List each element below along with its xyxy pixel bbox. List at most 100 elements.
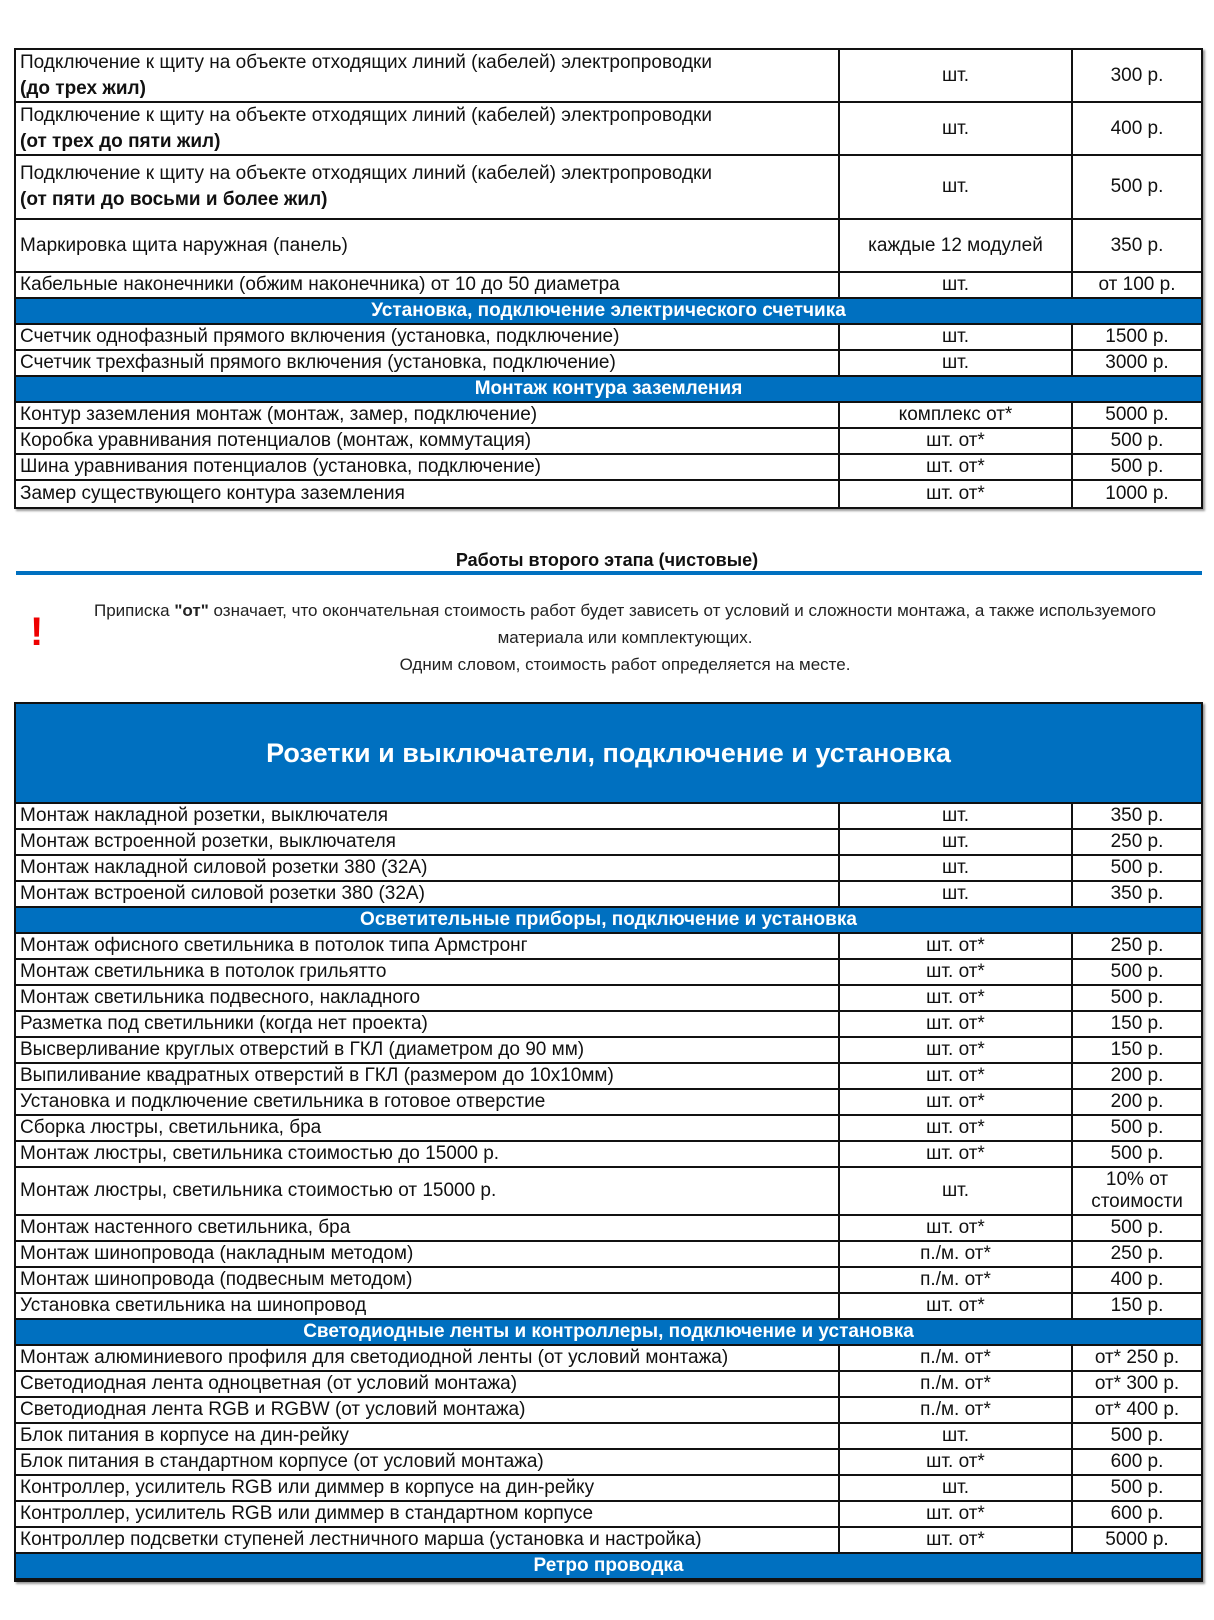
unit-cell: шт.	[840, 1424, 1073, 1448]
price-text: 10% от	[1105, 1169, 1169, 1190]
service-cell: Установка и подключение светильника в го…	[16, 1090, 840, 1114]
service-cell: Светодиодная лента одноцветная (от услов…	[16, 1372, 840, 1396]
service-text: Подключение к щиту на объекте отходящих …	[20, 104, 712, 126]
unit-cell: шт. от*	[840, 1012, 1073, 1036]
unit-cell: шт. от*	[840, 1294, 1073, 1318]
price-cell: 500 р.	[1110, 456, 1164, 477]
table-row: Контроллер подсветки ступеней лестничног…	[16, 1528, 1201, 1554]
table-row: Монтаж настенного светильника, бра шт. от…	[16, 1216, 1201, 1242]
service-text: Контроллер, усилитель RGB или диммер в с…	[20, 1503, 594, 1524]
section-header: Установка, подключение электрического сч…	[16, 299, 1201, 325]
price-cell: 400 р.	[1110, 1269, 1164, 1290]
service-cell: Маркировка щита наружная (панель)	[16, 220, 840, 271]
service-cell: Подключение к щиту на объекте отходящих …	[16, 156, 840, 218]
price-cell: от 100 р.	[1098, 274, 1176, 295]
unit-cell: шт. от*	[840, 429, 1073, 453]
service-cell: Монтаж накладной силовой розетки 380 (32…	[16, 856, 840, 880]
price-cell: 500 р.	[1110, 857, 1164, 878]
table-row: Разметка под светильники (когда нет прое…	[16, 1012, 1201, 1038]
table-row: Монтаж люстры, светильника стоимостью до…	[16, 1142, 1201, 1168]
service-text: Монтаж светильника в потолок грильятто	[20, 961, 387, 982]
service-text: Маркировка щита наружная (панель)	[20, 234, 348, 256]
price-cell: 150 р.	[1110, 1013, 1164, 1034]
table-row: Выпиливание квадратных отверстий в ГКЛ (…	[16, 1064, 1201, 1090]
price-cell: 500 р.	[1110, 430, 1164, 451]
price-text: стоимости	[1091, 1191, 1183, 1212]
unit-cell: шт.	[840, 351, 1073, 375]
service-cell: Контроллер подсветки ступеней лестничног…	[16, 1528, 840, 1552]
unit-cell: шт.	[840, 325, 1073, 349]
table-row: Светодиодная лента RGB и RGBW (от услови…	[16, 1398, 1201, 1424]
unit-cell: шт.	[840, 830, 1073, 854]
price-cell: 250 р.	[1110, 1243, 1164, 1264]
service-cell: Контроллер, усилитель RGB или диммер в с…	[16, 1502, 840, 1526]
service-text: Счетчик однофазный прямого включения (ус…	[20, 326, 620, 347]
service-text: Монтаж офисного светильника в потолок ти…	[20, 935, 528, 956]
table-row: Блок питания в стандартном корпусе (от у…	[16, 1450, 1201, 1476]
unit-cell: п./м. от*	[840, 1268, 1073, 1292]
price-cell: 1000 р.	[1105, 483, 1169, 504]
table-row: Монтаж светильника в потолок грильятто шт…	[16, 960, 1201, 986]
table-row: Монтаж светильника подвесного, накладног…	[16, 986, 1201, 1012]
service-text: Высверливание круглых отверстий в ГКЛ (д…	[20, 1039, 585, 1060]
price-cell: от* 300 р.	[1094, 1373, 1180, 1394]
service-text: (до трех жил)	[20, 77, 146, 99]
unit-cell: шт.	[840, 156, 1073, 218]
price-cell: 5000 р.	[1105, 1529, 1169, 1550]
price-cell: 500 р.	[1110, 987, 1164, 1008]
table-row: Подключение к щиту на объекте отходящих …	[16, 50, 1201, 103]
price-cell: 350 р.	[1110, 234, 1164, 256]
section-header: Светодиодные ленты и контроллеры, подклю…	[16, 1320, 1201, 1346]
service-cell: Сборка люстры, светильника, бра	[16, 1116, 840, 1140]
table-row: Светодиодная лента одноцветная (от услов…	[16, 1372, 1201, 1398]
unit-cell: шт. от*	[840, 1064, 1073, 1088]
table-row: Контур заземления монтаж (монтаж, замер,…	[16, 403, 1201, 429]
service-text: Подключение к щиту на объекте отходящих …	[20, 51, 712, 73]
unit-cell: шт. от*	[840, 455, 1073, 479]
note-bold: "от"	[174, 601, 209, 620]
unit-cell: шт.	[840, 103, 1073, 154]
service-text: Монтаж накладной розетки, выключателя	[20, 805, 389, 826]
table-row: Маркировка щита наружная (панель) каждые …	[16, 220, 1201, 273]
service-cell: Установка светильника на шинопровод	[16, 1294, 840, 1318]
price-cell: 1500 р.	[1105, 326, 1169, 347]
service-cell: Блок питания в корпусе на дин-рейку	[16, 1424, 840, 1448]
service-cell: Монтаж светильника в потолок грильятто	[16, 960, 840, 984]
service-text: Коробка уравнивания потенциалов (монтаж,…	[20, 430, 532, 451]
service-text: Блок питания в корпусе на дин-рейку	[20, 1425, 349, 1446]
service-text: Установка и подключение светильника в го…	[20, 1091, 546, 1112]
table-row: Монтаж шинопровода (накладным методом) п.…	[16, 1242, 1201, 1268]
unit-cell: шт. от*	[840, 986, 1073, 1010]
unit-cell: п./м. от*	[840, 1242, 1073, 1266]
price-cell: 500 р.	[1110, 961, 1164, 982]
price-cell: от* 250 р.	[1094, 1347, 1180, 1368]
unit-cell: шт. от*	[840, 1038, 1073, 1062]
price-cell: 500 р.	[1110, 1217, 1164, 1238]
section-header: Монтаж контура заземления	[16, 377, 1201, 403]
service-cell: Выпиливание квадратных отверстий в ГКЛ (…	[16, 1064, 840, 1088]
table-row: Шина уравнивания потенциалов (установка,…	[16, 455, 1201, 481]
unit-cell: п./м. от*	[840, 1346, 1073, 1370]
table-row: Счетчик однофазный прямого включения (ус…	[16, 325, 1201, 351]
service-cell: Кабельные наконечники (обжим наконечника…	[16, 273, 840, 297]
unit-cell: шт.	[840, 50, 1073, 101]
service-text: Подключение к щиту на объекте отходящих …	[20, 163, 712, 184]
service-text: Монтаж настенного светильника, бра	[20, 1217, 351, 1238]
stage-title: Работы второго этапа (чистовые)	[455, 550, 759, 570]
exclamation-icon: !	[30, 610, 44, 654]
service-text: (от трех до пяти жил)	[20, 130, 221, 152]
section-header: Ретро проводка	[16, 1554, 1201, 1580]
table-row: Установка и подключение светильника в го…	[16, 1090, 1201, 1116]
table-row: Контроллер, усилитель RGB или диммер в к…	[16, 1476, 1201, 1502]
table-row: Установка светильника на шинопровод шт. о…	[16, 1294, 1201, 1320]
unit-cell: шт. от*	[840, 1216, 1073, 1240]
unit-cell: каждые 12 модулей	[840, 220, 1073, 271]
unit-cell: шт.	[840, 804, 1073, 828]
service-cell: Монтаж накладной розетки, выключателя	[16, 804, 840, 828]
service-cell: Подключение к щиту на объекте отходящих …	[16, 50, 840, 101]
unit-cell: шт. от*	[840, 1090, 1073, 1114]
service-cell: Монтаж встроенной розетки, выключателя	[16, 830, 840, 854]
table-row: Счетчик трехфазный прямого включения (ус…	[16, 351, 1201, 377]
price-cell: 400 р.	[1110, 117, 1164, 139]
service-text: Монтаж светильника подвесного, накладног…	[20, 987, 421, 1008]
